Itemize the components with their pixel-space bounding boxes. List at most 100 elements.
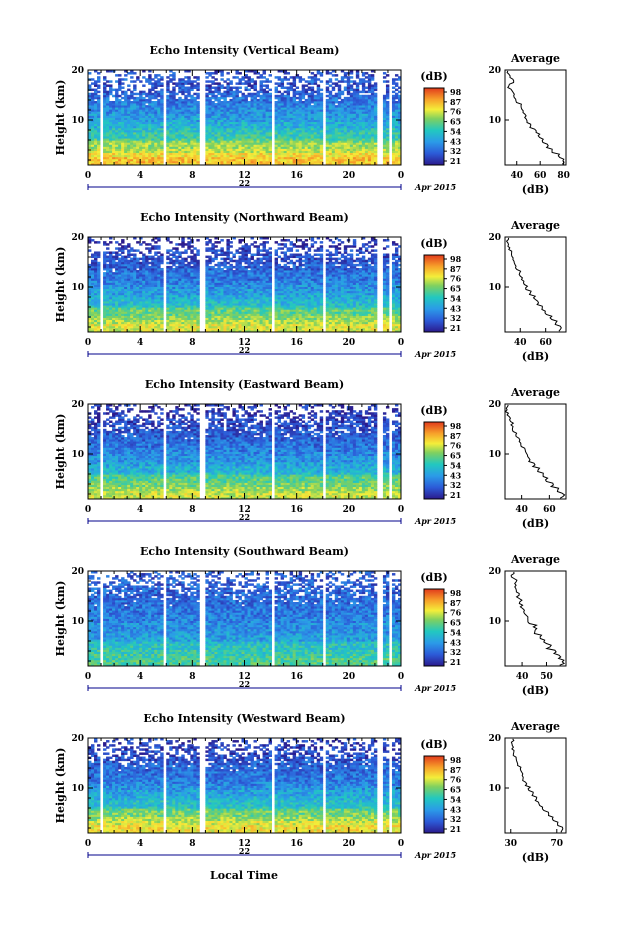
heatmap-cell <box>319 140 324 143</box>
heatmap-cell <box>382 144 387 147</box>
heatmap-cell <box>286 131 291 135</box>
heatmap-cell <box>256 129 260 133</box>
heatmap-cell <box>154 138 158 141</box>
heatmap-cell <box>286 146 291 149</box>
day-label: 22 <box>239 178 250 188</box>
heatmap-cell <box>91 88 95 92</box>
heatmap-cell <box>343 129 348 133</box>
heatmap-cell <box>184 94 188 98</box>
heatmap-cell <box>166 154 170 158</box>
heatmap-cell <box>364 150 369 154</box>
heatmap-cell <box>127 156 131 160</box>
heatmap-cell <box>310 162 315 166</box>
heatmap-cell <box>280 127 285 131</box>
heatmap-cell <box>103 82 107 85</box>
heatmap-cell <box>235 142 239 145</box>
heatmap-cell <box>118 134 122 137</box>
heatmap-cell <box>178 146 182 149</box>
heatmap-cell <box>274 131 279 135</box>
heatmap-cell <box>256 158 260 162</box>
heatmap-cell <box>130 152 134 156</box>
heatmap-cell <box>121 154 125 158</box>
heatmap-cell <box>145 140 149 143</box>
heatmap-cell <box>256 154 260 158</box>
heatmap-cell <box>229 142 233 145</box>
heatmap-cell <box>178 140 182 143</box>
heatmap-cell <box>175 146 179 149</box>
heatmap-cell <box>187 142 191 145</box>
heatmap-cell <box>205 162 209 166</box>
heatmap-cell <box>121 86 125 89</box>
heatmap-cell <box>352 80 357 83</box>
heatmap-cell <box>238 148 242 151</box>
heatmap-cell <box>268 140 272 143</box>
heatmap-cell <box>145 150 149 154</box>
heatmap-cell <box>97 129 101 133</box>
heatmap-cell <box>220 138 224 141</box>
heatmap-cell <box>259 134 263 137</box>
heatmap-cell <box>124 158 128 162</box>
heatmap-cell <box>232 158 236 162</box>
heatmap-cell <box>397 131 402 135</box>
heatmap-cell <box>211 152 215 156</box>
heatmap-cell <box>160 136 164 139</box>
heatmap-cell <box>253 144 257 147</box>
heatmap-cell <box>238 127 242 131</box>
heatmap-cell <box>250 150 254 154</box>
heatmap-cell <box>346 96 351 100</box>
panel-0: Echo Intensity (Vertical Beam)2010Height… <box>54 44 570 196</box>
heatmap-cell <box>181 152 185 156</box>
heatmap-cell <box>172 144 176 147</box>
heatmap-cell <box>109 129 113 133</box>
heatmap-cell <box>397 146 402 149</box>
heatmap-cell <box>352 138 357 141</box>
heatmap-cell <box>184 131 188 135</box>
heatmap-cell <box>346 144 351 147</box>
heatmap-cell <box>283 162 288 166</box>
heatmap-cell <box>289 144 294 147</box>
heatmap-cell <box>259 80 263 83</box>
heatmap-cell <box>103 142 107 145</box>
heatmap-cell <box>319 162 324 166</box>
heatmap-cell <box>130 160 134 164</box>
heatmap-cell <box>211 127 215 131</box>
heatmap-cell <box>166 129 170 133</box>
heatmap-cell <box>370 136 375 139</box>
heatmap-cell <box>370 146 375 149</box>
heatmap-cell <box>172 127 176 131</box>
heatmap-cell <box>301 152 306 156</box>
heatmap-cell <box>139 134 143 137</box>
heatmap-cell <box>94 148 98 151</box>
heatmap-cell <box>343 158 348 162</box>
heatmap-cell <box>397 154 402 158</box>
heatmap-cell <box>337 136 342 139</box>
heatmap-cell <box>250 156 254 160</box>
heatmap-cell <box>385 148 390 151</box>
heatmap-cell <box>337 152 342 156</box>
heatmap-cell <box>160 150 164 154</box>
heatmap-cell <box>358 144 363 147</box>
heatmap-cell <box>115 88 119 92</box>
heatmap-cell <box>145 105 149 108</box>
heatmap-cell <box>355 156 360 160</box>
heatmap-cell <box>232 131 236 135</box>
heatmap-cell <box>247 92 251 96</box>
heatmap-cell <box>349 84 354 87</box>
heatmap-cell <box>370 148 375 151</box>
heatmap-cell <box>373 134 378 137</box>
heatmap-cell <box>337 148 342 151</box>
heatmap-cell <box>331 138 336 141</box>
heatmap-cell <box>397 142 402 145</box>
heatmap-cell <box>268 152 272 156</box>
heatmap-cell <box>349 136 354 139</box>
heatmap-cell <box>367 94 372 98</box>
heatmap-cell <box>211 162 215 166</box>
heatmap-cell <box>343 86 348 89</box>
heatmap-cell <box>91 78 95 81</box>
heatmap-cell <box>277 154 282 158</box>
heatmap-cell <box>232 148 236 151</box>
heatmap-cell <box>145 152 149 156</box>
heatmap-cell <box>313 144 318 147</box>
heatmap-cell <box>289 148 294 151</box>
heatmap-cell <box>136 131 140 135</box>
